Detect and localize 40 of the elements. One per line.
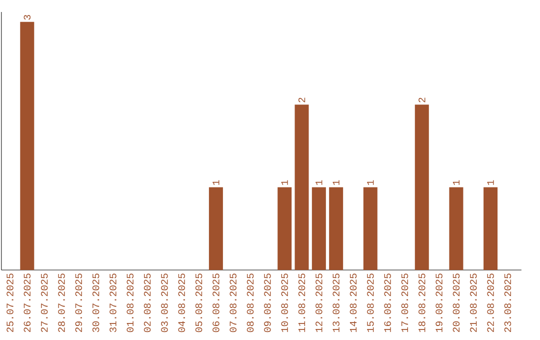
x-tick-label: 03.08.2025 (161, 274, 168, 332)
x-tick-label: 22.08.2025 (487, 274, 494, 332)
x-tick-label: 08.08.2025 (246, 274, 254, 332)
x-tick-label: 12.08.2025 (316, 274, 322, 332)
x-tick-label: 25.07.2025 (6, 274, 14, 332)
data-label: 2 (298, 98, 306, 102)
data-label: 3 (24, 14, 31, 20)
x-tick-label: 05.08.2025 (195, 274, 202, 332)
data-label: 1 (367, 180, 374, 185)
x-tick-label: 18.08.2025 (418, 274, 426, 332)
data-label: 1 (281, 180, 288, 185)
x-tick-label: 17.08.2025 (401, 274, 408, 332)
x-tick-label: 07.08.2025 (230, 274, 236, 332)
x-tick-label: 23.08.2025 (504, 274, 512, 332)
x-tick-label: 02.08.2025 (144, 274, 151, 332)
x-tick-label: 30.07.2025 (92, 274, 100, 332)
x-tick-label: 16.08.2025 (384, 274, 391, 332)
x-tick-label: 27.07.2025 (40, 274, 48, 332)
x-tick-label: 01.08.2025 (126, 274, 134, 332)
x-tick-label: 15.08.2025 (367, 274, 374, 332)
x-tick-label: 29.07.2025 (75, 274, 82, 332)
x-tick-label: 20.08.2025 (452, 274, 460, 332)
data-label: 1 (316, 180, 322, 185)
x-tick-label: 31.07.2025 (110, 274, 116, 332)
data-label: 2 (418, 98, 426, 102)
x-tick-label: 09.08.2025 (264, 274, 271, 332)
x-tick-label: 26.07.2025 (24, 274, 31, 332)
x-tick-label: 10.08.2025 (281, 274, 288, 332)
x-tick-label: 13.08.2025 (332, 274, 340, 332)
data-label: 1 (487, 180, 494, 185)
x-tick-label: 19.08.2025 (436, 274, 442, 332)
x-tick-label: 11.08.2025 (298, 274, 306, 332)
data-label: 1 (212, 180, 220, 185)
data-label: 1 (332, 180, 340, 185)
x-tick-label: 21.08.2025 (470, 274, 477, 332)
x-tick-label: 14.08.2025 (350, 274, 357, 332)
x-tick-label: 04.08.2025 (178, 274, 186, 332)
x-tick-label: 28.07.2025 (58, 274, 65, 332)
x-tick-label: 06.08.2025 (212, 274, 220, 332)
data-label: 1 (452, 180, 460, 185)
